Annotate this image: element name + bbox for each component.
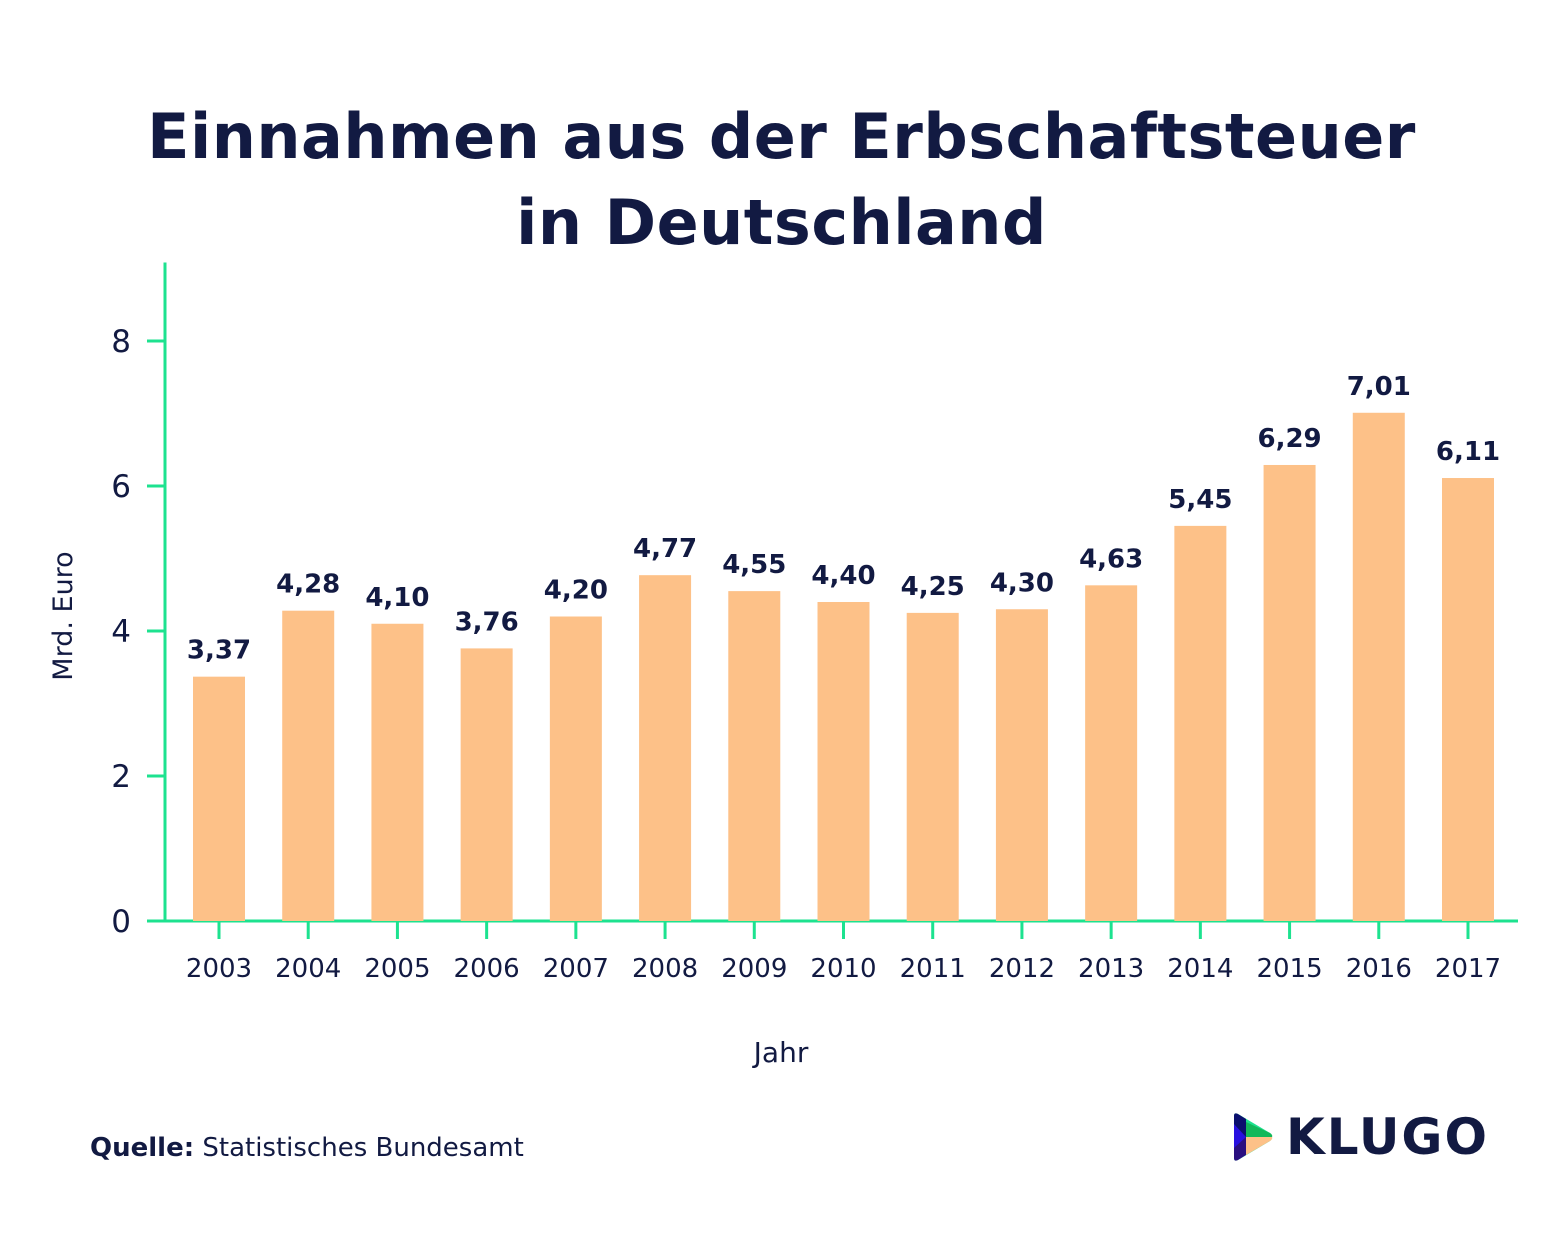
data-label-2013: 4,63 [1079,544,1143,574]
x-axis-title: Jahr [752,1036,809,1069]
data-label-2012: 4,30 [990,568,1054,598]
data-label-2017: 6,11 [1436,437,1500,467]
data-label-2010: 4,40 [811,561,875,591]
bar-2012 [995,609,1048,921]
data-label-2006: 3,76 [455,607,519,637]
data-label-2016: 7,01 [1347,372,1411,402]
source-text: Statistisches Bundesamt [202,1133,524,1163]
data-label-2005: 4,10 [365,583,429,613]
bar-2016 [1352,412,1405,921]
x-tick-label: 2013 [1078,954,1144,984]
x-tick-label: 2006 [454,954,520,984]
x-tick-label: 2012 [989,954,1055,984]
x-tick-label: 2015 [1256,954,1322,984]
bar-2007 [549,616,602,921]
x-tick-label: 2009 [721,954,787,984]
x-tick-label: 2008 [632,954,698,984]
y-tick-label: 2 [111,759,131,795]
bar-2005 [371,623,424,921]
play-logo-icon [1234,1113,1273,1161]
x-tick-label: 2011 [900,954,966,984]
bar-2015 [1263,464,1316,921]
bar-2011 [906,612,959,921]
data-label-2015: 6,29 [1257,424,1321,454]
bar-2003 [193,676,245,921]
y-tick-label: 0 [111,904,131,940]
x-tick-label: 2003 [186,954,252,984]
chart-title-line-1: Einnahmen aus der Erbschaftsteuer [147,100,1416,173]
data-label-2014: 5,45 [1168,485,1232,515]
bar-2009 [728,591,781,921]
x-tick-label: 2005 [364,954,430,984]
klugo-logo: KLUGO [1230,1108,1489,1166]
chart-title: Einnahmen aus der Erbschaftsteuer in Deu… [0,94,1563,266]
x-tick-label: 2004 [275,954,341,984]
bar-2013 [1085,585,1138,921]
source-label: Quelle: [90,1133,195,1163]
bar-2017 [1442,478,1494,921]
x-tick-label: 2007 [543,954,609,984]
data-label-2003: 3,37 [187,636,251,666]
bar-2004 [282,610,335,921]
x-tick-label: 2010 [810,954,876,984]
logo-text: KLUGO [1286,1108,1489,1166]
y-tick-label: 4 [111,614,131,650]
bar-2008 [639,575,692,921]
y-axis-title: Mrd. Euro [48,551,79,680]
y-tick-label: 6 [111,469,131,505]
y-tick-label: 8 [111,324,131,360]
source-note: Quelle: Statistisches Bundesamt [90,1133,524,1163]
x-tick-label: 2016 [1346,954,1412,984]
bar-2010 [817,602,870,921]
data-label-2004: 4,28 [276,570,340,600]
data-label-2008: 4,77 [633,534,697,564]
data-label-2011: 4,25 [901,572,965,602]
bar-2014 [1174,525,1227,921]
data-label-2009: 4,55 [722,550,786,580]
data-label-2007: 4,20 [544,576,608,606]
bar-2006 [460,648,513,921]
x-tick-label: 2014 [1167,954,1233,984]
chart-title-line-2: in Deutschland [516,186,1047,259]
x-tick-label: 2017 [1435,954,1501,984]
